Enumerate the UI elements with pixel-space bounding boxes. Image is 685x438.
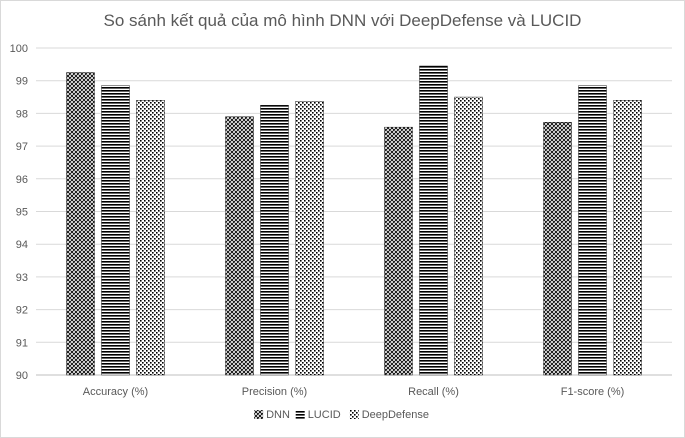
- legend-swatch-lucid: [295, 410, 305, 419]
- y-tick-label: 92: [16, 305, 28, 317]
- bar-dnn-1: [66, 72, 95, 376]
- y-tick-label: 91: [16, 337, 28, 349]
- y-tick-label: 95: [16, 207, 28, 219]
- bar-dnn-4: [543, 122, 572, 376]
- bar-deepdefense-1: [136, 100, 165, 376]
- y-tick-label: 97: [16, 141, 28, 153]
- x-tick-label: Precision (%): [242, 386, 307, 398]
- legend-label-lucid: LUCID: [308, 409, 341, 421]
- x-tick-label: Recall (%): [408, 386, 459, 398]
- bar-lucid-4: [578, 85, 607, 376]
- chart-title: So sánh kết quả của mô hình DNN với Deep…: [103, 11, 582, 30]
- bar-lucid-1: [101, 85, 130, 376]
- y-tick-label: 90: [16, 370, 28, 382]
- bar-lucid-3: [419, 65, 448, 376]
- bar-dnn-2: [225, 116, 254, 376]
- x-tick-label: Accuracy (%): [83, 386, 148, 398]
- legend-swatch-dnn: [254, 410, 264, 419]
- x-tick-label: F1-score (%): [561, 386, 625, 398]
- y-tick-label: 94: [16, 239, 28, 251]
- bar-dnn-3: [384, 126, 413, 376]
- bar-deepdefense-4: [613, 100, 642, 376]
- legend-swatch-deepdefense: [349, 410, 359, 419]
- legend-label-dnn: DNN: [266, 409, 290, 421]
- y-tick-label: 100: [10, 43, 28, 55]
- y-tick-label: 96: [16, 174, 28, 186]
- bar-deepdefense-3: [454, 96, 483, 376]
- bar-deepdefense-2: [295, 101, 324, 376]
- legend-label-deepdefense: DeepDefense: [362, 409, 429, 421]
- y-tick-label: 93: [16, 272, 28, 284]
- y-tick-label: 98: [16, 108, 28, 120]
- bar-lucid-2: [260, 105, 289, 376]
- y-tick-label: 99: [16, 76, 28, 88]
